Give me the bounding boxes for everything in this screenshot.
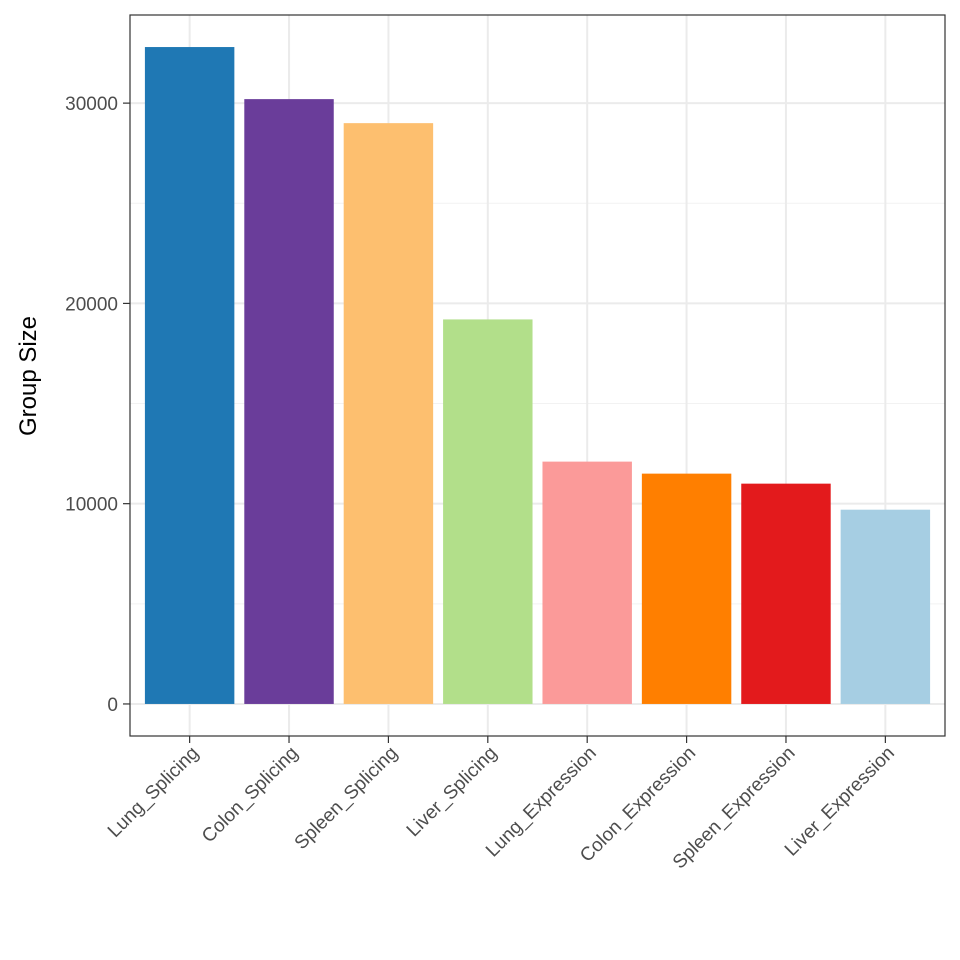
x-tick-label: Liver_Expression	[781, 743, 899, 861]
bars	[144, 47, 931, 704]
bar-lung-splicing	[144, 47, 235, 704]
y-axis-title: Group Size	[15, 316, 42, 436]
x-tick-label: Lung_Expression	[482, 743, 601, 862]
bar-colon-expression	[641, 473, 732, 704]
bar-lung-expression	[542, 461, 632, 704]
bar-liver-expression	[840, 509, 931, 704]
x-axis: Lung_SplicingColon_SplicingSpleen_Splici…	[104, 736, 899, 873]
x-tick-label: Spleen_Splicing	[291, 743, 402, 854]
y-tick-label: 20000	[65, 294, 118, 315]
bar-colon-splicing	[244, 99, 334, 704]
bar-spleen-expression	[741, 483, 831, 704]
y-tick-label: 30000	[65, 94, 118, 115]
bar-spleen-splicing	[343, 123, 434, 704]
x-tick-label: Lung_Splicing	[104, 743, 203, 842]
x-tick-label: Colon_Splicing	[198, 743, 302, 847]
y-tick-label: 0	[107, 695, 118, 716]
y-tick-label: 10000	[65, 495, 118, 516]
plot-panel-border	[129, 14, 946, 737]
x-tick-label: Liver_Splicing	[403, 743, 501, 841]
bar-liver-splicing	[443, 319, 533, 704]
y-axis: 0 10000 20000 30000	[65, 94, 130, 716]
